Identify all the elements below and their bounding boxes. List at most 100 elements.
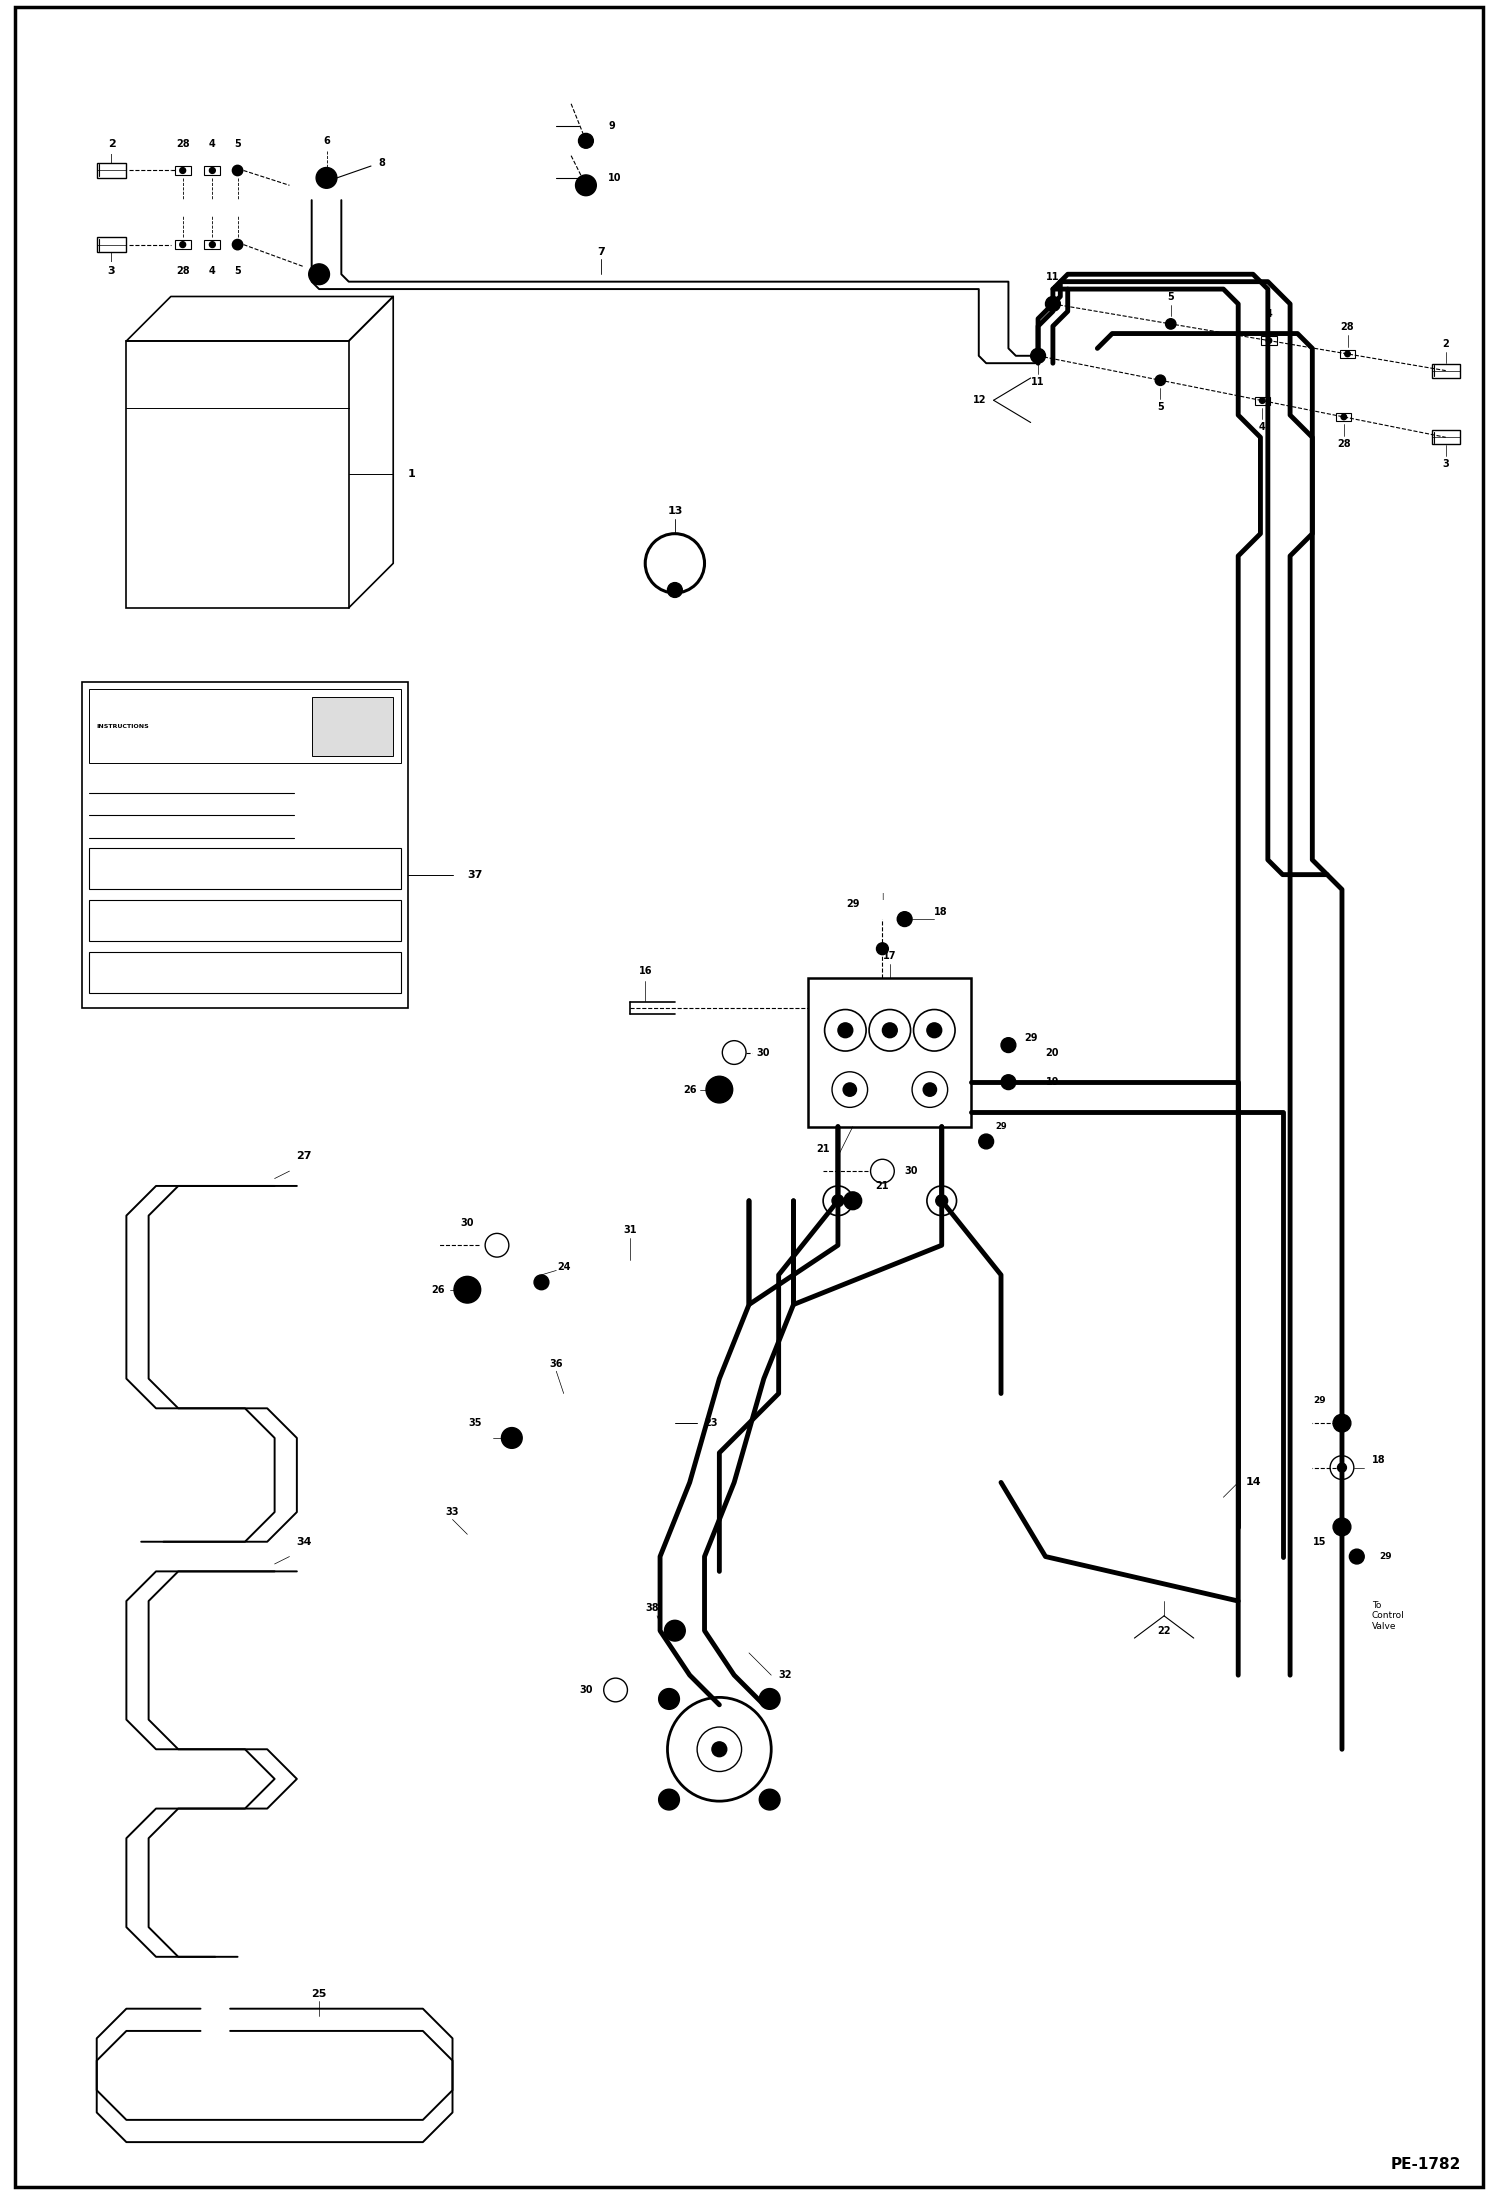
Circle shape: [502, 1428, 523, 1448]
Bar: [90, 689, 400, 764]
Text: 18: 18: [935, 906, 948, 917]
Circle shape: [897, 913, 912, 926]
Circle shape: [1046, 296, 1061, 312]
Circle shape: [1031, 349, 1046, 364]
Circle shape: [927, 1022, 942, 1038]
Text: 16: 16: [638, 965, 652, 976]
Text: 29: 29: [1314, 1395, 1326, 1406]
Circle shape: [936, 1196, 948, 1207]
Circle shape: [316, 167, 337, 189]
Circle shape: [1001, 1038, 1016, 1053]
Text: 37: 37: [467, 869, 482, 880]
Text: 32: 32: [779, 1670, 792, 1681]
Circle shape: [180, 241, 186, 248]
Text: 29: 29: [1380, 1551, 1392, 1562]
Text: 1: 1: [407, 470, 416, 478]
Text: 24: 24: [557, 1262, 571, 1273]
Text: |: |: [881, 893, 884, 900]
Text: 13: 13: [667, 507, 683, 516]
Circle shape: [1338, 1463, 1347, 1472]
Text: 7: 7: [596, 248, 605, 257]
Circle shape: [843, 1191, 861, 1209]
Circle shape: [876, 943, 888, 954]
Text: 17: 17: [884, 952, 897, 961]
Text: 22: 22: [1158, 1626, 1171, 1637]
Text: PE-1782: PE-1782: [1390, 2157, 1461, 2172]
Circle shape: [712, 1742, 727, 1757]
Bar: [204, 241, 220, 248]
Circle shape: [575, 176, 596, 195]
Bar: [1432, 364, 1459, 377]
Bar: [204, 167, 220, 176]
Text: 28: 28: [1338, 439, 1351, 448]
Text: 12: 12: [972, 395, 986, 406]
Text: 25: 25: [312, 1990, 327, 1999]
Circle shape: [1266, 338, 1272, 342]
Bar: [1341, 349, 1356, 358]
Bar: [312, 698, 392, 757]
Text: 29: 29: [846, 900, 860, 908]
Text: 30: 30: [905, 1167, 918, 1176]
Text: 28: 28: [175, 265, 190, 276]
Bar: [1261, 336, 1276, 344]
Circle shape: [180, 167, 186, 173]
Text: 23: 23: [704, 1417, 718, 1428]
Bar: [82, 682, 407, 1007]
Circle shape: [665, 1621, 685, 1641]
Circle shape: [706, 1077, 733, 1104]
Circle shape: [210, 241, 216, 248]
Text: 14: 14: [1245, 1477, 1261, 1488]
Text: |: |: [111, 154, 112, 162]
Circle shape: [978, 1134, 993, 1150]
Circle shape: [1260, 397, 1266, 404]
Text: 18: 18: [1372, 1455, 1386, 1466]
Bar: [1336, 412, 1351, 421]
Text: 6: 6: [324, 136, 330, 145]
Circle shape: [668, 584, 682, 597]
Circle shape: [759, 1689, 780, 1709]
Text: 3: 3: [1443, 459, 1449, 470]
Text: 38: 38: [646, 1604, 659, 1613]
Circle shape: [578, 134, 593, 149]
Text: 28: 28: [1341, 323, 1354, 331]
Text: 4: 4: [1258, 421, 1266, 432]
Text: 5: 5: [1156, 402, 1164, 412]
Circle shape: [1341, 415, 1347, 419]
Circle shape: [535, 1275, 548, 1290]
Circle shape: [232, 239, 243, 250]
Circle shape: [309, 263, 330, 285]
Text: 21: 21: [876, 1180, 890, 1191]
Circle shape: [837, 1022, 852, 1038]
Text: 5: 5: [234, 265, 241, 276]
Text: 8: 8: [379, 158, 385, 169]
Circle shape: [1345, 351, 1350, 358]
Circle shape: [1333, 1518, 1351, 1536]
Text: 9: 9: [608, 121, 614, 132]
Text: 35: 35: [469, 1417, 482, 1428]
Text: 11: 11: [1031, 377, 1044, 388]
Text: 20: 20: [1046, 1047, 1059, 1058]
Text: 30: 30: [460, 1218, 473, 1229]
Text: 36: 36: [550, 1358, 563, 1369]
Text: 15: 15: [1312, 1536, 1327, 1547]
Text: |: |: [111, 255, 112, 263]
Text: 10: 10: [608, 173, 622, 182]
Bar: [97, 237, 126, 252]
Text: 2: 2: [108, 138, 115, 149]
Text: 26: 26: [431, 1286, 445, 1294]
Circle shape: [923, 1084, 936, 1097]
Text: INSTRUCTIONS: INSTRUCTIONS: [97, 724, 150, 728]
Circle shape: [1165, 318, 1176, 329]
Circle shape: [210, 167, 216, 173]
Circle shape: [659, 1790, 680, 1810]
Bar: [126, 340, 349, 608]
Text: 21: 21: [816, 1143, 830, 1154]
Text: 33: 33: [446, 1507, 460, 1516]
Bar: [90, 900, 400, 941]
Text: 5: 5: [234, 138, 241, 149]
Circle shape: [831, 1196, 843, 1207]
Circle shape: [454, 1277, 481, 1303]
Text: 30: 30: [756, 1047, 770, 1058]
Circle shape: [759, 1790, 780, 1810]
Text: 28: 28: [175, 138, 190, 149]
